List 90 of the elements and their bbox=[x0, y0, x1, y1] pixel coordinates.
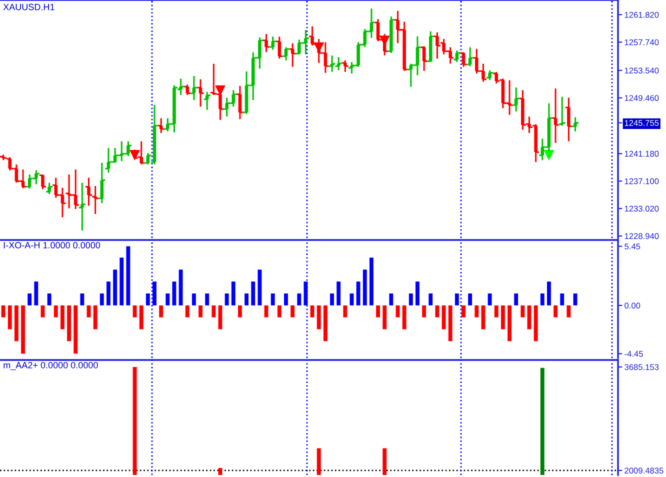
bar bbox=[231, 282, 236, 306]
bar bbox=[34, 282, 38, 306]
y-tick-label: 5.45 bbox=[624, 244, 640, 250]
bar bbox=[270, 293, 275, 306]
y-tick-label: 0.00 bbox=[624, 302, 640, 308]
bar bbox=[560, 293, 564, 306]
bar bbox=[428, 293, 433, 306]
bar bbox=[166, 293, 170, 306]
y-tick-label: 1241.180 bbox=[624, 150, 659, 157]
bar bbox=[1, 305, 6, 318]
bar bbox=[336, 282, 341, 306]
bar bbox=[238, 305, 242, 318]
bar bbox=[500, 305, 505, 330]
bar bbox=[80, 293, 84, 306]
bar bbox=[435, 305, 440, 318]
bar bbox=[494, 305, 498, 318]
bar bbox=[376, 305, 380, 318]
bar bbox=[362, 270, 367, 306]
chart-title: XAUUSD.H1 bbox=[3, 4, 54, 10]
bar bbox=[462, 305, 466, 318]
bar bbox=[21, 305, 25, 354]
bar bbox=[534, 305, 538, 342]
bar bbox=[60, 305, 64, 330]
bar bbox=[54, 305, 58, 318]
bar bbox=[178, 270, 183, 306]
point bbox=[542, 149, 556, 162]
bar bbox=[205, 293, 210, 306]
chart-title: I-XO-A-H 1.0000 0.0000 bbox=[4, 242, 100, 248]
bar bbox=[126, 246, 130, 306]
bar bbox=[67, 305, 72, 342]
y-tick-label: 2009.4835 bbox=[624, 468, 664, 474]
chart-title: m_AA2+ 0.0000 0.0000 bbox=[4, 362, 98, 370]
bar bbox=[508, 305, 512, 342]
bar bbox=[159, 305, 164, 318]
bar bbox=[297, 293, 302, 306]
bar bbox=[244, 293, 249, 306]
bar bbox=[192, 293, 196, 306]
y-tick-label: 3685.153 bbox=[624, 364, 659, 370]
bar bbox=[316, 305, 321, 330]
bar bbox=[546, 282, 551, 306]
bar bbox=[290, 305, 295, 318]
bar bbox=[323, 305, 328, 342]
bar bbox=[520, 305, 525, 318]
bar bbox=[258, 270, 262, 306]
bar bbox=[474, 305, 479, 318]
y-tick-label: 1245.755 bbox=[624, 120, 659, 126]
bar bbox=[106, 282, 110, 306]
bar bbox=[356, 282, 360, 306]
y-tick-label: 1257.740 bbox=[624, 39, 659, 46]
bar bbox=[369, 258, 374, 306]
bar bbox=[93, 305, 98, 330]
bar bbox=[277, 305, 282, 318]
bar bbox=[566, 305, 571, 318]
bar bbox=[408, 293, 413, 306]
bar bbox=[100, 293, 104, 306]
y-tick-label: -4.45 bbox=[624, 350, 643, 357]
bar bbox=[422, 305, 426, 318]
bar bbox=[389, 293, 394, 306]
bar bbox=[554, 305, 558, 318]
bar bbox=[251, 282, 256, 306]
bar bbox=[382, 305, 387, 330]
bar bbox=[448, 305, 452, 342]
bar bbox=[28, 293, 32, 306]
bar bbox=[212, 305, 216, 318]
bar bbox=[120, 258, 124, 306]
bar bbox=[540, 293, 544, 306]
bar bbox=[198, 305, 202, 318]
bar bbox=[113, 270, 118, 306]
bar bbox=[468, 293, 472, 306]
bar bbox=[185, 305, 190, 318]
y-tick-label: 1237.100 bbox=[624, 178, 659, 184]
y-tick-label: 1228.940 bbox=[624, 233, 659, 240]
bar bbox=[343, 305, 348, 318]
bar bbox=[284, 293, 288, 306]
y-tick-label: 1261.820 bbox=[624, 12, 659, 18]
bar bbox=[402, 305, 406, 330]
y-tick-label: 1249.460 bbox=[624, 95, 659, 101]
bar bbox=[514, 293, 518, 306]
bar bbox=[74, 305, 78, 354]
bar bbox=[224, 293, 229, 306]
bar bbox=[488, 293, 492, 306]
bar bbox=[416, 282, 420, 306]
bar bbox=[139, 305, 144, 330]
bar bbox=[14, 305, 18, 342]
y-tick-label: 1253.540 bbox=[624, 68, 659, 74]
bar bbox=[310, 305, 314, 318]
bar bbox=[47, 293, 52, 306]
bar bbox=[330, 293, 334, 306]
y-tick-label: 1233.020 bbox=[624, 206, 659, 212]
bar bbox=[8, 305, 12, 330]
